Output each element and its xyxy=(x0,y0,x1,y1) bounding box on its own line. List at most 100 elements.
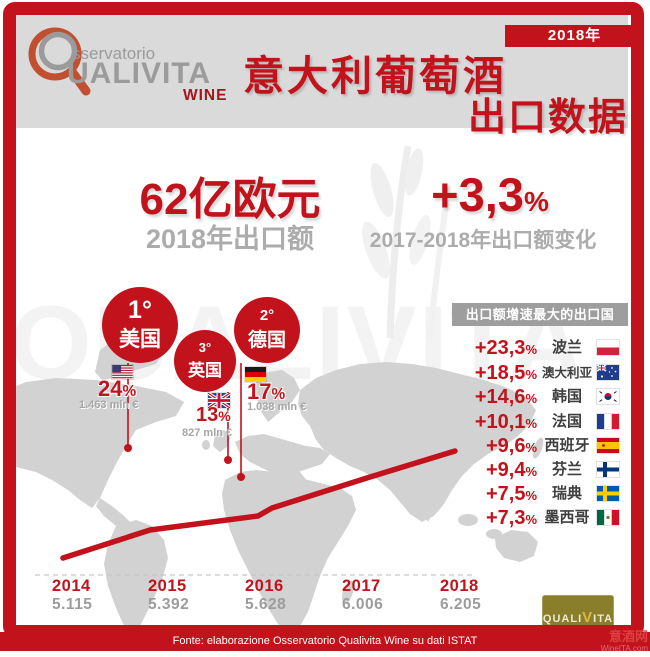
watermark-site-name: 意酒网 xyxy=(608,629,648,644)
growth-percent: +9,6% xyxy=(452,434,537,460)
rank-number: 3° xyxy=(198,340,212,356)
south-korea-flag-icon xyxy=(597,389,619,404)
rank-circle-usa: 1° 美国 xyxy=(102,287,178,363)
usa-amount: 1.463 mln € xyxy=(79,399,139,411)
wheat-watermark-icon xyxy=(362,145,451,338)
percent-number: +7,3 xyxy=(485,507,526,529)
timeline-value: 5.392 xyxy=(148,596,190,613)
timeline-value: 5.115 xyxy=(52,596,93,613)
world-map xyxy=(16,336,544,632)
page-title-line1: 意大利葡萄酒 xyxy=(243,53,507,99)
growth-total-value: +3,3% xyxy=(390,167,590,222)
growth-total-label: 2017-2018年出口额变化 xyxy=(369,229,597,252)
percent-number: +23,3 xyxy=(474,337,526,359)
wineita-watermark: 意酒网 WineITA.com xyxy=(601,629,648,653)
growth-row-france: +10,1% 法国 xyxy=(452,410,628,434)
country-name: 瑞典 xyxy=(551,485,582,502)
growth-percent: +10,1% xyxy=(452,410,537,436)
germany-share: 17% xyxy=(247,379,285,405)
trend-line xyxy=(60,448,458,561)
share-number: 24 xyxy=(98,376,123,401)
country-name: 澳大利亚 xyxy=(541,366,592,380)
percent-number: +10,1 xyxy=(474,411,526,433)
percent-sign: % xyxy=(271,386,286,403)
uk-amount: 827 mln € xyxy=(182,427,233,439)
logo-wine-text: WINE xyxy=(183,87,228,104)
country-name: 韩国 xyxy=(551,388,582,405)
growth-row-sweden: +7,5% 瑞典 xyxy=(452,482,628,506)
rank-circle-germany: 2° 德国 xyxy=(234,297,300,363)
growth-percent: +18,5% xyxy=(452,361,537,387)
share-number: 17 xyxy=(247,379,272,404)
sweden-flag-icon xyxy=(597,486,619,501)
growth-row-mexico: +7,3% 墨西哥 xyxy=(452,506,628,530)
growth-panel-header: 出口额增速最大的出口国 xyxy=(452,303,628,326)
qualivita-logo: QUALIVITA xyxy=(542,595,614,630)
percent-sign: % xyxy=(525,367,537,382)
growth-row-south-korea: +14,6% 韩国 xyxy=(452,385,628,409)
percent-sign: % xyxy=(523,186,549,217)
percent-sign: % xyxy=(218,408,231,424)
percent-sign: % xyxy=(525,342,537,357)
country-name: 墨西哥 xyxy=(544,509,590,526)
timeline-year: 2014 xyxy=(52,577,91,595)
usa-map-dot xyxy=(124,444,132,452)
country-name: 美国 xyxy=(119,328,161,352)
usa-share: 24% xyxy=(98,376,136,402)
percent-sign: % xyxy=(525,488,537,503)
australia-flag-icon xyxy=(597,365,619,380)
leaf-v-icon: V xyxy=(582,609,594,626)
growth-row-finland: +9,4% 芬兰 xyxy=(452,458,628,482)
percent-number: +9,6 xyxy=(485,435,526,457)
watermark-site-url: WineITA.com xyxy=(600,644,648,653)
percent-number: +7,5 xyxy=(485,483,526,505)
rank-number: 1° xyxy=(128,295,152,324)
country-name: 德国 xyxy=(247,329,286,351)
growth-percent: +7,3% xyxy=(452,506,537,532)
growth-row-spain: +9,6% 西班牙 xyxy=(452,434,628,458)
country-name: 法国 xyxy=(551,413,582,430)
timeline-value: 5.628 xyxy=(245,596,287,613)
export-total-label: 2018年出口额 xyxy=(145,224,315,254)
logo-right-text: ITA xyxy=(593,613,614,625)
country-name: 芬兰 xyxy=(551,461,582,478)
percent-number: +14,6 xyxy=(474,386,526,408)
growth-row-australia: +18,5% 澳大利亚 xyxy=(452,361,628,385)
timeline-value: 6.205 xyxy=(440,596,482,613)
growth-percent: +14,6% xyxy=(452,385,537,411)
finland-flag-icon xyxy=(597,462,619,477)
percent-number: +9,4 xyxy=(485,459,526,481)
usa-flag-icon xyxy=(112,365,133,379)
germany-map-dot xyxy=(237,473,245,481)
growth-percent: +9,4% xyxy=(452,458,537,484)
timeline-year: 2016 xyxy=(245,577,284,595)
export-trend-line-chart xyxy=(35,363,472,576)
uk-flag-icon xyxy=(208,393,230,408)
percent-sign: % xyxy=(525,512,537,527)
timeline-year: 2018 xyxy=(440,577,479,595)
germany-flag-icon xyxy=(245,367,266,382)
growth-number: +3,3 xyxy=(431,168,524,221)
percent-sign: % xyxy=(122,383,137,400)
uk-share: 13% xyxy=(196,404,231,427)
growth-percent: +23,3% xyxy=(452,336,537,362)
growth-percent: +7,5% xyxy=(452,482,537,508)
timeline-year: 2017 xyxy=(342,577,381,595)
percent-sign: % xyxy=(525,391,537,406)
magnifier-logo-icon xyxy=(28,27,91,96)
mexico-flag-icon xyxy=(597,510,619,525)
percent-sign: % xyxy=(525,464,537,479)
logo-left-text: QUALI xyxy=(542,613,583,625)
percent-number: +18,5 xyxy=(474,362,526,384)
export-total-value: 62亿欧元 xyxy=(139,175,321,224)
germany-amount: 1.038 mln € xyxy=(247,401,307,413)
page-title-line2: 出口数据 xyxy=(468,97,629,139)
rank-circle-uk: 3° 英国 xyxy=(174,330,236,392)
year-badge: 2018年 xyxy=(505,25,644,47)
spain-flag-icon xyxy=(597,438,619,453)
france-flag-icon xyxy=(597,414,619,429)
country-name: 西班牙 xyxy=(544,437,590,454)
timeline-year: 2015 xyxy=(148,577,187,595)
country-name: 英国 xyxy=(188,360,222,380)
uk-map-dot xyxy=(224,456,232,464)
